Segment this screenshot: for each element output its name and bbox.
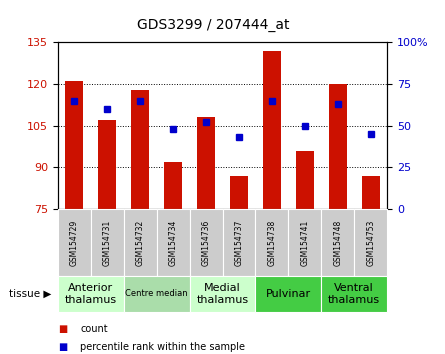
Text: GDS3299 / 207444_at: GDS3299 / 207444_at <box>138 18 290 32</box>
Text: Medial
thalamus: Medial thalamus <box>196 283 249 305</box>
Bar <box>131 90 149 209</box>
Text: count: count <box>80 324 108 334</box>
Text: GSM154734: GSM154734 <box>169 219 178 266</box>
Bar <box>98 120 116 209</box>
Bar <box>362 176 380 209</box>
Text: GSM154731: GSM154731 <box>103 219 112 266</box>
Bar <box>321 209 354 276</box>
Bar <box>230 176 248 209</box>
Text: GSM154741: GSM154741 <box>300 219 309 266</box>
Bar <box>190 209 222 276</box>
Bar <box>190 276 255 312</box>
Bar <box>222 209 255 276</box>
Text: percentile rank within the sample: percentile rank within the sample <box>80 342 245 352</box>
Text: GSM154732: GSM154732 <box>136 219 145 266</box>
Text: Centre median: Centre median <box>125 289 188 298</box>
Bar <box>354 209 387 276</box>
Bar <box>296 151 314 209</box>
Bar <box>321 276 387 312</box>
Bar <box>157 209 190 276</box>
Text: Ventral
thalamus: Ventral thalamus <box>328 283 380 305</box>
Text: GSM154736: GSM154736 <box>202 219 210 266</box>
Text: ■: ■ <box>58 342 67 352</box>
Bar <box>263 51 281 209</box>
Bar <box>124 276 190 312</box>
Text: GSM154748: GSM154748 <box>333 219 342 266</box>
Text: GSM154737: GSM154737 <box>235 219 243 266</box>
Text: GSM154729: GSM154729 <box>70 219 79 266</box>
Bar <box>164 162 182 209</box>
Bar <box>58 209 91 276</box>
Bar <box>329 84 347 209</box>
Text: Pulvinar: Pulvinar <box>266 289 311 299</box>
Bar <box>288 209 321 276</box>
Text: GSM154753: GSM154753 <box>366 219 375 266</box>
Bar <box>255 209 288 276</box>
Bar <box>65 81 83 209</box>
Text: ■: ■ <box>58 324 67 334</box>
Bar <box>58 276 124 312</box>
Bar <box>124 209 157 276</box>
Bar <box>255 276 321 312</box>
Bar <box>197 118 215 209</box>
Text: Anterior
thalamus: Anterior thalamus <box>65 283 117 305</box>
Bar <box>91 209 124 276</box>
Text: GSM154738: GSM154738 <box>267 219 276 266</box>
Text: tissue ▶: tissue ▶ <box>9 289 51 299</box>
